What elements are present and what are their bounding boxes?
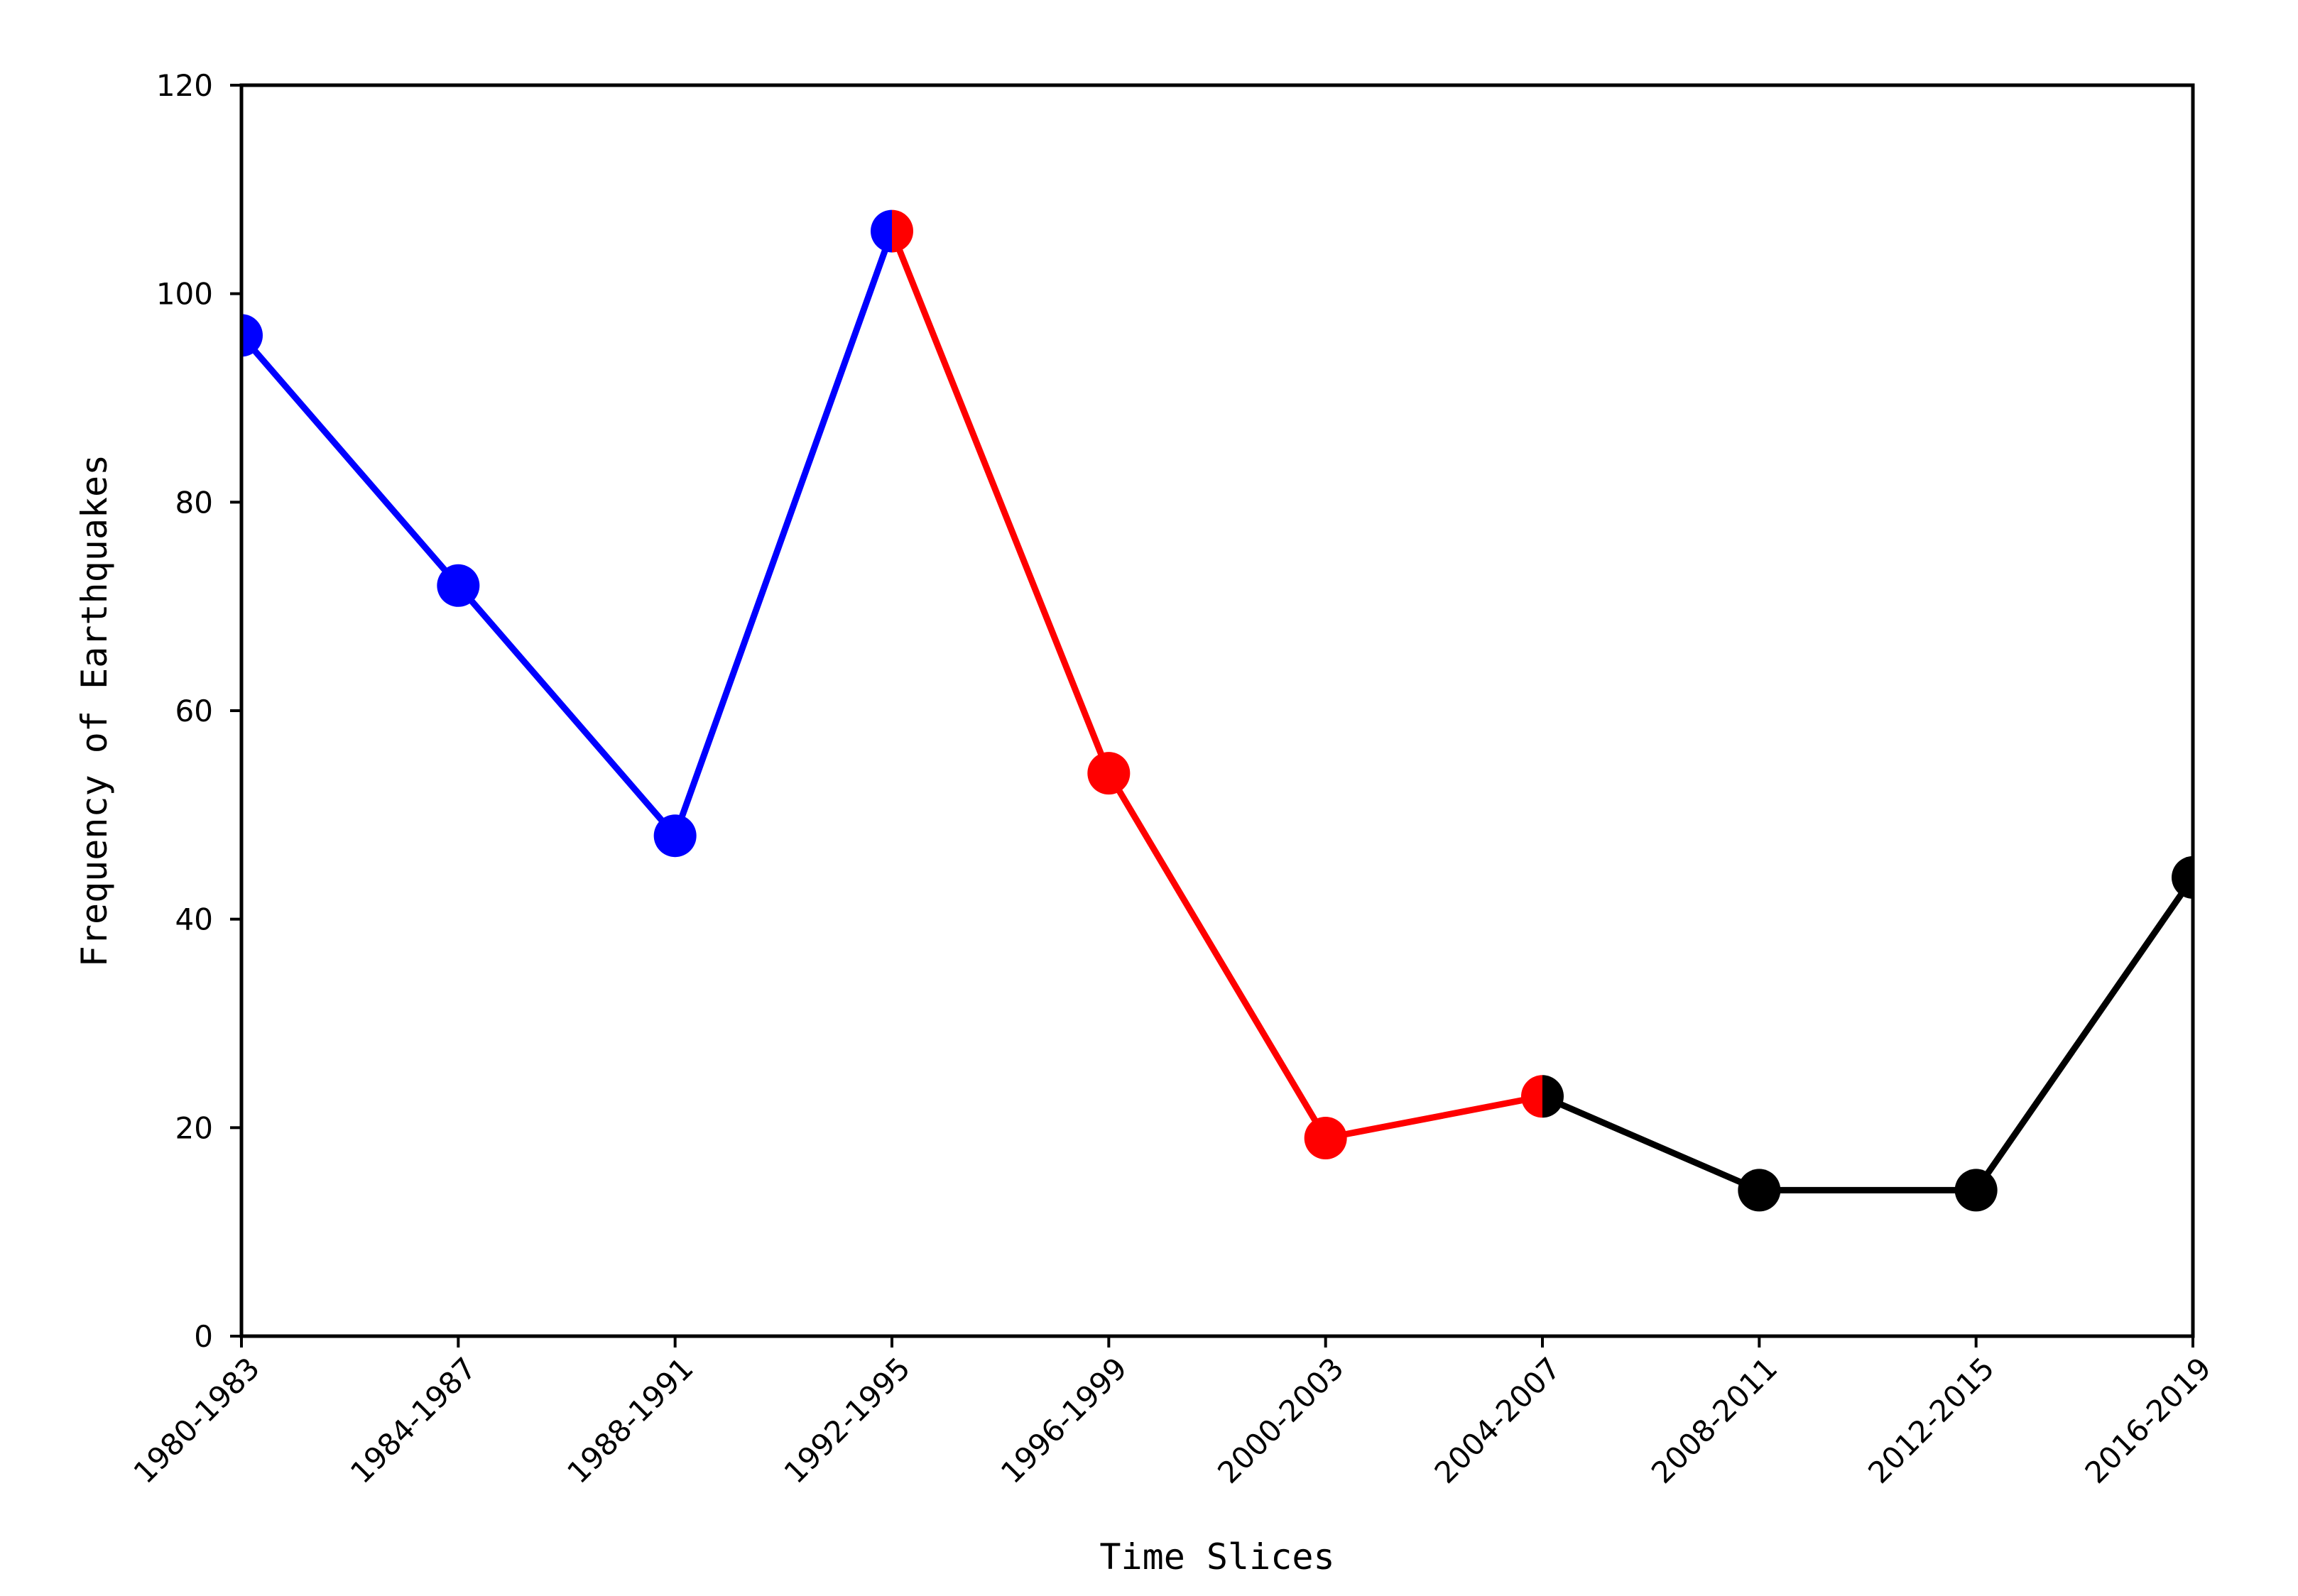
data-point — [653, 814, 697, 858]
data-point-right-half — [1542, 1075, 1564, 1118]
y-tick-label: 80 — [175, 485, 213, 520]
data-point — [2172, 856, 2193, 899]
data-point-right-half — [892, 209, 913, 253]
y-tick-label: 0 — [194, 1319, 213, 1354]
y-axis-title: Frequency of Earthquakes — [74, 454, 115, 967]
data-point — [437, 564, 480, 607]
data-point — [241, 314, 263, 357]
data-point — [1521, 1075, 1564, 1118]
data-point-left-half — [871, 209, 892, 253]
y-tick-label: 60 — [175, 694, 213, 728]
x-axis-title: Time Slices — [1099, 1536, 1334, 1578]
y-tick-label: 120 — [156, 68, 213, 103]
series-segment-3 — [1541, 875, 2193, 1193]
axis-ticks — [230, 84, 2194, 1348]
data-point — [1304, 1117, 1347, 1160]
data-point-left-half — [1521, 1075, 1542, 1118]
y-tick-label: 20 — [175, 1110, 213, 1145]
y-tick-label: 40 — [175, 902, 213, 937]
series-markers — [241, 209, 2193, 1212]
plot-frame — [239, 83, 2195, 1338]
series-lines — [241, 229, 2193, 1193]
series-segment-2 — [888, 229, 1543, 1142]
y-tick-label: 100 — [156, 277, 213, 312]
data-point — [1954, 1169, 1998, 1212]
series-segment-1 — [241, 230, 895, 842]
data-point — [1087, 752, 1131, 795]
data-point — [1738, 1169, 1781, 1212]
data-point — [871, 209, 913, 253]
